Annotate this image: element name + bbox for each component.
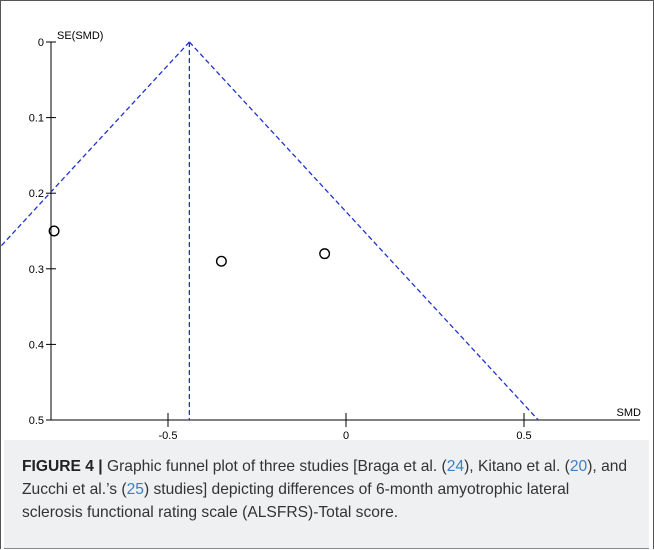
caption-label: FIGURE 4 |: [22, 458, 103, 475]
caption-text-1: Graphic funnel plot of three studies [Br…: [102, 458, 447, 475]
funnel-plot-chart: 00.10.20.30.40.5-1-0.500.51SE(SMD)SMD: [0, 30, 642, 440]
frame-top-border: [0, 0, 653, 1]
frame-left-border: [0, 0, 1, 549]
study-point: [48, 225, 60, 237]
y-tick-label: 0.3: [29, 264, 44, 276]
y-tick-label: 0.2: [29, 188, 44, 200]
study-point: [215, 255, 227, 267]
x-tick-label: 0: [343, 430, 349, 440]
caption-panel: [4, 440, 649, 549]
caption-ref-24[interactable]: 24: [446, 458, 465, 475]
figure-caption: FIGURE 4 | Graphic funnel plot of three …: [22, 455, 634, 524]
caption-text-2: ), Kitano et al. (: [464, 458, 570, 475]
y-tick-label: 0: [38, 37, 44, 49]
caption-ref-25[interactable]: 25: [126, 481, 144, 498]
axes: 00.10.20.30.40.5-1-0.500.51SE(SMD)SMD: [29, 30, 642, 440]
x-tick-label: -0.5: [159, 430, 178, 440]
funnel-right-line: [188, 41, 539, 421]
caption-text-3: ), and Zucchi et al.’s (: [22, 458, 628, 498]
y-tick-label: 0.1: [29, 113, 44, 125]
caption-ref-20[interactable]: 20: [569, 458, 588, 475]
caption-text-4: ) studies] depicting differences of 6-mo…: [22, 481, 570, 521]
x-tick-label: 0.5: [516, 430, 531, 440]
y-axis-title: SE(SMD): [57, 30, 103, 42]
study-point: [319, 248, 331, 260]
y-tick-label: 0.5: [29, 415, 44, 427]
y-tick-label: 0.4: [29, 339, 44, 351]
data-points: [48, 225, 331, 267]
funnel-left-line: [0, 41, 190, 249]
x-axis-title: SMD: [617, 407, 642, 419]
funnel-lines: [0, 41, 539, 421]
